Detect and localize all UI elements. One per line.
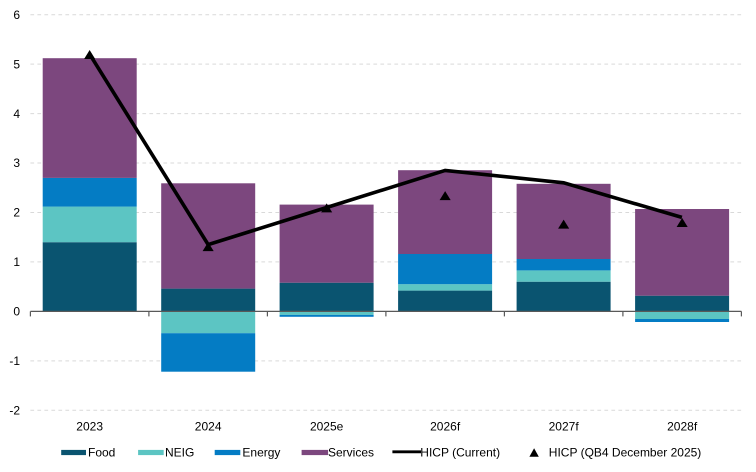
svg-text:-2: -2 xyxy=(9,404,20,418)
svg-text:0: 0 xyxy=(13,305,20,319)
svg-text:NEIG: NEIG xyxy=(165,445,194,459)
svg-text:2024: 2024 xyxy=(195,420,222,434)
svg-text:6: 6 xyxy=(13,8,20,22)
svg-text:HICP (QB4 December 2025): HICP (QB4 December 2025) xyxy=(549,445,702,459)
svg-text:2023: 2023 xyxy=(76,420,103,434)
svg-text:2025e: 2025e xyxy=(310,420,344,434)
svg-text:2028f: 2028f xyxy=(667,420,698,434)
svg-text:Food: Food xyxy=(88,445,115,459)
svg-text:2027f: 2027f xyxy=(549,420,580,434)
svg-text:2: 2 xyxy=(13,206,20,220)
svg-text:Services: Services xyxy=(328,445,374,459)
svg-text:Energy: Energy xyxy=(242,445,280,459)
svg-text:4: 4 xyxy=(13,107,20,121)
svg-text:5: 5 xyxy=(13,57,20,71)
svg-text:3: 3 xyxy=(13,156,20,170)
svg-text:HICP (Current): HICP (Current) xyxy=(420,445,500,459)
svg-text:2026f: 2026f xyxy=(430,420,461,434)
svg-text:1: 1 xyxy=(13,255,20,269)
svg-text:-1: -1 xyxy=(9,354,20,368)
